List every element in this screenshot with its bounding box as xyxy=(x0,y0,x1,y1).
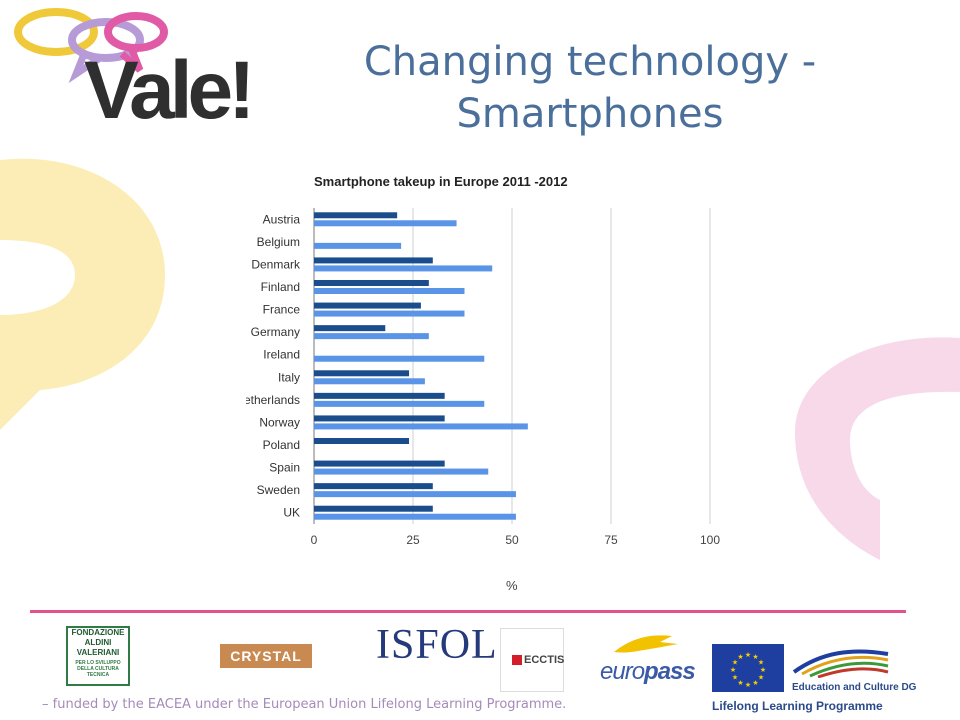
slide-title-line-2: Smartphones xyxy=(456,91,724,137)
bar-italy-series-1 xyxy=(314,370,410,377)
y-tick-label-netherlands: Netherlands xyxy=(246,393,300,407)
eu-star-icon: ★ xyxy=(730,666,736,674)
education-culture-dg-text: Education and Culture DG xyxy=(792,682,917,693)
aldini-subtext: PER LO SVILUPPO DELLA CULTURA TECNICA xyxy=(75,660,121,678)
europass-logo: europass xyxy=(594,630,696,690)
isfol-logo: ISFOL xyxy=(376,622,498,668)
bar-ireland-series-2 xyxy=(314,355,485,362)
chart-title: Smartphone takeup in Europe 2011 -2012 xyxy=(314,174,568,189)
bar-france-series-1 xyxy=(314,302,421,309)
crystal-logo: CRYSTAL xyxy=(220,644,312,668)
bar-denmark-series-1 xyxy=(314,257,433,264)
eu-star-icon: ★ xyxy=(758,659,764,667)
bar-finland-series-1 xyxy=(314,280,429,286)
speech-bubbles-icon xyxy=(14,8,168,84)
eu-star-icon: ★ xyxy=(760,666,766,674)
ecctis-logo: ECCTIS xyxy=(500,628,564,692)
eu-star-icon: ★ xyxy=(752,653,758,661)
y-tick-label-belgium: Belgium xyxy=(257,235,300,249)
x-tick-label-100: 100 xyxy=(700,533,720,547)
bar-uk-series-2 xyxy=(314,513,516,520)
bar-uk-series-1 xyxy=(314,505,433,512)
y-tick-label-germany: Germany xyxy=(251,325,300,339)
bar-austria-series-2 xyxy=(314,220,457,227)
y-tick-label-ireland: Ireland xyxy=(263,348,300,362)
x-tick-label-50: 50 xyxy=(505,533,519,547)
y-tick-label-spain: Spain xyxy=(269,461,300,475)
bar-sweden-series-2 xyxy=(314,491,516,498)
ecctis-square-icon xyxy=(512,655,522,665)
bar-norway-series-1 xyxy=(314,415,445,422)
europass-text-a: euro xyxy=(600,658,645,685)
eu-star-icon: ★ xyxy=(745,651,751,659)
bar-france-series-2 xyxy=(314,310,465,317)
x-tick-label-0: 0 xyxy=(311,533,318,547)
bar-germany-series-2 xyxy=(314,333,429,340)
y-tick-label-poland: Poland xyxy=(263,438,300,452)
footer-divider xyxy=(30,610,906,613)
logo-wordmark: Vale! xyxy=(84,45,255,136)
bar-denmark-series-2 xyxy=(314,265,493,272)
bar-spain-series-2 xyxy=(314,468,489,475)
eu-star-icon: ★ xyxy=(732,659,738,667)
x-tick-label-25: 25 xyxy=(406,533,420,547)
y-tick-label-uk: UK xyxy=(283,506,300,520)
slide-title-line-1: Changing technology - xyxy=(363,39,817,85)
x-axis-label: % xyxy=(506,578,518,593)
vale-logo: Vale! xyxy=(14,6,255,144)
eu-star-icon: ★ xyxy=(737,679,743,687)
eu-flag-icon: ★ ★ ★ ★ ★ ★ ★ ★ ★ ★ ★ ★ xyxy=(712,644,784,692)
aldini-line-1: FONDAZIONE xyxy=(71,628,125,637)
eu-dg-swoosh-icon xyxy=(792,649,889,678)
aldini-line-2: ALDINI xyxy=(84,638,112,647)
bar-belgium-series-2 xyxy=(314,242,402,249)
europass-star-icon xyxy=(614,635,678,653)
lifelong-learning-programme-text: Lifelong Learning Programme xyxy=(712,699,883,713)
bar-norway-series-2 xyxy=(314,423,528,430)
yellow-swirl-shape xyxy=(0,158,165,430)
y-tick-label-italy: Italy xyxy=(278,370,300,384)
funding-footer-text: – funded by the EACEA under the European… xyxy=(42,697,567,712)
y-tick-label-denmark: Denmark xyxy=(251,257,301,271)
eu-star-icon: ★ xyxy=(745,681,751,689)
y-tick-label-finland: Finland xyxy=(261,280,300,294)
bar-sweden-series-1 xyxy=(314,483,433,490)
y-tick-label-france: France xyxy=(263,303,301,317)
eu-star-icon: ★ xyxy=(758,674,764,682)
eu-star-icon: ★ xyxy=(732,674,738,682)
x-tick-label-75: 75 xyxy=(604,533,618,547)
pink-swirl-shape xyxy=(795,337,960,560)
chart-panel: 0 25 50 75 100 Austria Belgium Denmark Finland Fr… xyxy=(246,160,726,600)
y-tick-label-austria: Austria xyxy=(263,212,301,226)
y-tick-label-norway: Norway xyxy=(259,415,300,429)
bar-poland-series-1 xyxy=(314,438,410,444)
bar-spain-series-1 xyxy=(314,460,445,467)
aldini-valeriani-logo: FONDAZIONE ALDINI VALERIANI PER LO SVILU… xyxy=(66,626,130,686)
ecctis-text: ECCTIS xyxy=(524,654,565,666)
bar-germany-series-1 xyxy=(314,325,386,332)
bar-austria-series-1 xyxy=(314,212,398,219)
y-tick-label-sweden: Sweden xyxy=(257,483,300,497)
bar-netherlands-series-1 xyxy=(314,392,445,399)
bar-netherlands-series-2 xyxy=(314,400,485,407)
europass-text: europass xyxy=(600,658,696,686)
bar-chart: 0 25 50 75 100 Austria Belgium Denmark Finland Fr… xyxy=(246,208,720,547)
bar-finland-series-2 xyxy=(314,288,465,294)
slide-title: Changing technology - Smartphones xyxy=(330,36,850,140)
eu-star-icon: ★ xyxy=(737,653,743,661)
aldini-line-3: VALERIANI xyxy=(76,648,120,657)
eu-star-icon: ★ xyxy=(752,679,758,687)
europass-text-b: pass xyxy=(644,658,696,685)
bar-italy-series-2 xyxy=(314,378,425,385)
eu-stars-icon: ★★★★★★★★★ ★ ★★ xyxy=(730,651,766,689)
